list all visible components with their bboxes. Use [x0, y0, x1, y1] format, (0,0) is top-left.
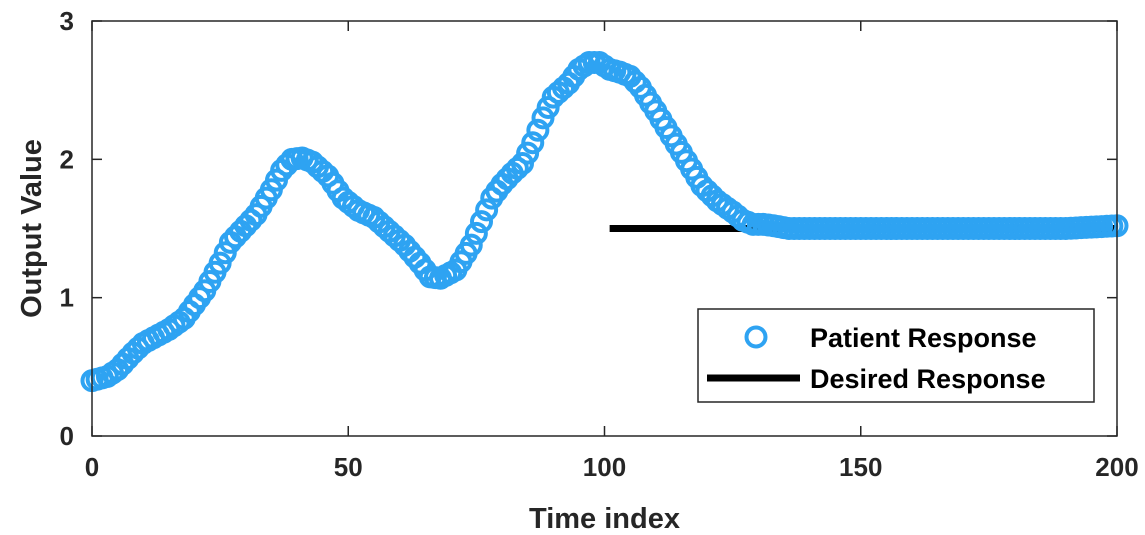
data-point — [464, 221, 488, 245]
legend: Patient Response Desired Response — [697, 308, 1095, 403]
y-tick-label: 1 — [60, 283, 74, 313]
data-point — [475, 198, 499, 222]
series-layer — [80, 51, 1129, 393]
data-point — [505, 156, 529, 180]
data-point — [470, 210, 493, 234]
data-point — [521, 131, 545, 155]
x-tick-label: 50 — [334, 452, 363, 482]
legend-label-patient-response: Patient Response — [810, 323, 1037, 353]
legend-box — [697, 308, 1095, 403]
x-tick-label: 200 — [1095, 452, 1138, 482]
x-tick-label: 100 — [583, 452, 626, 482]
y-tick-label: 0 — [60, 421, 74, 451]
legend-marker-patient-response — [744, 325, 768, 349]
data-point — [526, 118, 550, 142]
y-axis-title: Output Value — [16, 139, 48, 318]
x-tick-label: 150 — [839, 452, 882, 482]
y-tick-label: 2 — [60, 144, 74, 174]
axes-layer: 0 50 100 150 200 0 1 2 3 — [60, 6, 1139, 482]
data-point — [459, 233, 483, 257]
y-tick-label: 3 — [60, 6, 74, 36]
x-tick-label: 0 — [85, 452, 99, 482]
legend-label-desired-response: Desired Response — [810, 364, 1046, 394]
x-axis-title: Time index — [529, 503, 680, 535]
